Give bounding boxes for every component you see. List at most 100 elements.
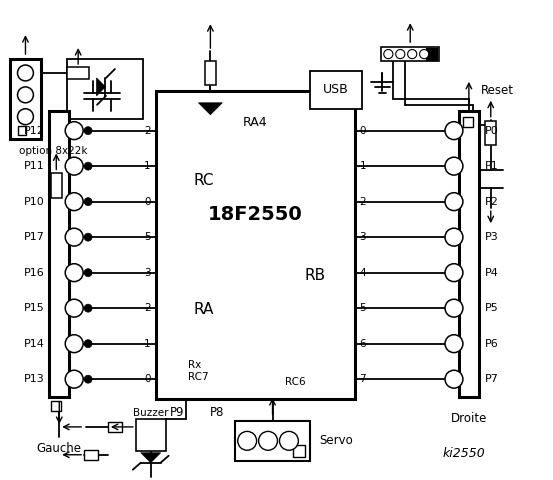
Circle shape <box>445 228 463 246</box>
Text: 0: 0 <box>144 197 151 207</box>
Text: RC: RC <box>194 173 214 188</box>
Circle shape <box>84 233 92 241</box>
Text: Droite: Droite <box>451 412 487 425</box>
Text: 1: 1 <box>144 161 151 171</box>
Bar <box>293 445 305 457</box>
Text: 7: 7 <box>359 374 366 384</box>
Text: RC6: RC6 <box>285 377 306 387</box>
Text: P8: P8 <box>210 407 225 420</box>
Text: P0: P0 <box>485 126 499 136</box>
Text: ki2550: ki2550 <box>442 447 486 460</box>
Text: RB: RB <box>305 268 326 283</box>
Text: P16: P16 <box>24 268 44 277</box>
Text: 1: 1 <box>359 161 366 171</box>
Circle shape <box>84 375 92 383</box>
Text: P6: P6 <box>485 339 499 348</box>
Text: 0: 0 <box>144 374 151 384</box>
Circle shape <box>445 264 463 282</box>
Bar <box>205 60 216 85</box>
Circle shape <box>420 49 429 59</box>
Text: 2: 2 <box>144 126 151 136</box>
Text: 3: 3 <box>144 268 151 277</box>
Bar <box>136 419 166 451</box>
Circle shape <box>445 192 463 211</box>
Text: RA: RA <box>194 302 214 317</box>
Circle shape <box>65 157 83 175</box>
Bar <box>9 59 41 139</box>
Bar <box>426 48 437 60</box>
Circle shape <box>84 127 92 134</box>
Circle shape <box>65 299 83 317</box>
Text: Rx
RC7: Rx RC7 <box>187 360 208 383</box>
Bar <box>51 401 61 411</box>
Text: Servo: Servo <box>320 434 353 447</box>
Text: P5: P5 <box>485 303 499 313</box>
Text: P12: P12 <box>23 126 44 136</box>
Circle shape <box>408 49 417 59</box>
Circle shape <box>18 87 33 103</box>
Circle shape <box>259 432 278 450</box>
Circle shape <box>65 192 83 211</box>
Text: 2: 2 <box>144 303 151 313</box>
Circle shape <box>384 49 393 59</box>
Polygon shape <box>141 453 161 463</box>
Bar <box>108 422 122 432</box>
Text: 4: 4 <box>359 268 366 277</box>
Bar <box>382 47 439 61</box>
Text: 5: 5 <box>144 232 151 242</box>
Circle shape <box>445 370 463 388</box>
Text: 1: 1 <box>144 339 151 348</box>
Polygon shape <box>97 78 106 96</box>
Circle shape <box>84 269 92 276</box>
Text: 0: 0 <box>359 126 366 136</box>
Bar <box>67 59 143 119</box>
Circle shape <box>279 432 299 450</box>
Circle shape <box>445 299 463 317</box>
Text: P17: P17 <box>23 232 44 242</box>
Circle shape <box>445 122 463 140</box>
Text: Gauche: Gauche <box>36 442 82 456</box>
Bar <box>49 111 69 397</box>
Bar <box>18 126 27 134</box>
Bar <box>51 173 62 198</box>
Text: 18F2550: 18F2550 <box>208 204 302 224</box>
Text: P15: P15 <box>24 303 44 313</box>
Circle shape <box>445 157 463 175</box>
Text: 3: 3 <box>359 232 366 242</box>
Bar <box>235 421 310 461</box>
Circle shape <box>445 335 463 353</box>
Text: P4: P4 <box>485 268 499 277</box>
Circle shape <box>84 198 92 205</box>
Circle shape <box>84 304 92 312</box>
Text: P1: P1 <box>485 161 499 171</box>
Bar <box>67 67 89 79</box>
Circle shape <box>65 335 83 353</box>
Text: P10: P10 <box>24 197 44 207</box>
Text: P13: P13 <box>24 374 44 384</box>
Circle shape <box>65 264 83 282</box>
Text: 5: 5 <box>359 303 366 313</box>
Bar <box>310 71 362 109</box>
Circle shape <box>18 109 33 125</box>
Bar <box>84 450 98 460</box>
Bar <box>459 111 479 397</box>
Text: 6: 6 <box>359 339 366 348</box>
Circle shape <box>65 122 83 140</box>
Circle shape <box>238 432 257 450</box>
Text: P14: P14 <box>23 339 44 348</box>
Circle shape <box>84 162 92 170</box>
Circle shape <box>84 340 92 348</box>
Circle shape <box>65 370 83 388</box>
Text: RA4: RA4 <box>243 116 268 129</box>
Text: P7: P7 <box>485 374 499 384</box>
Text: P9: P9 <box>170 407 185 420</box>
Text: option 8x22k: option 8x22k <box>19 145 88 156</box>
Text: Reset: Reset <box>481 84 514 97</box>
Text: Buzzer: Buzzer <box>133 408 169 418</box>
Bar <box>463 117 473 127</box>
Circle shape <box>65 228 83 246</box>
Text: P11: P11 <box>24 161 44 171</box>
Bar <box>156 91 354 399</box>
Bar <box>486 120 496 144</box>
Text: USB: USB <box>323 84 348 96</box>
